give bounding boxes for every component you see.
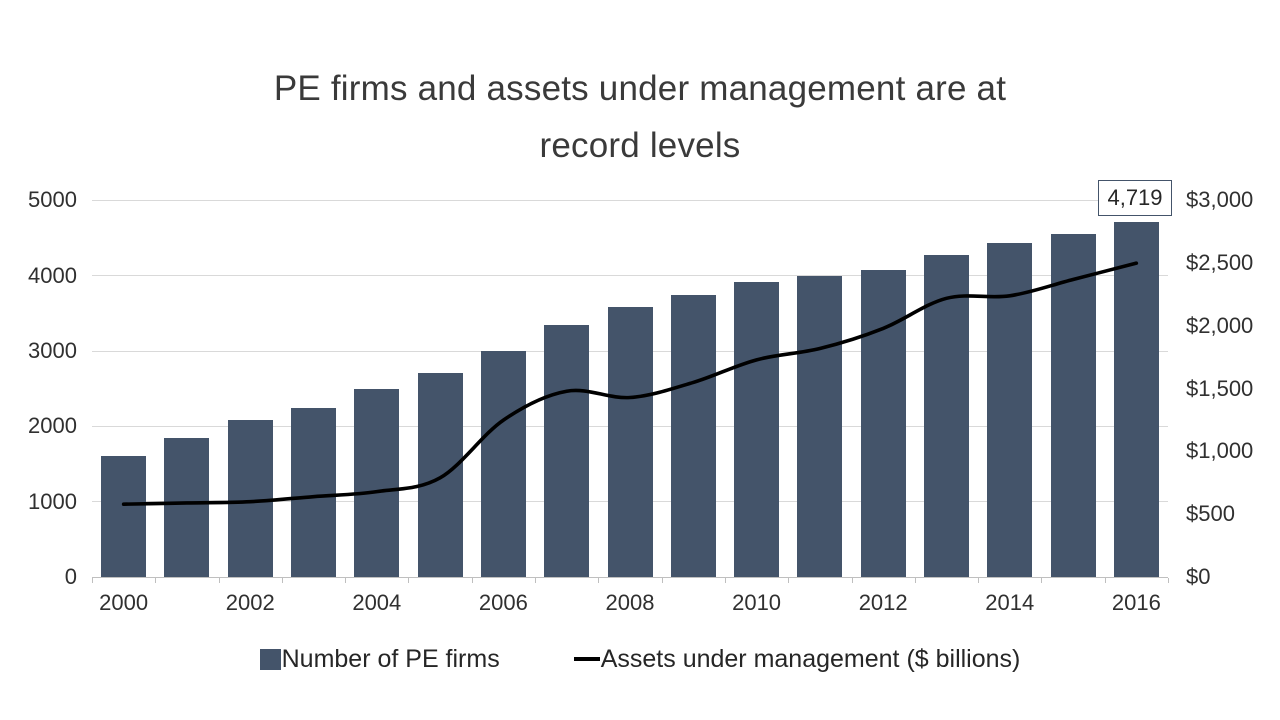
x-axis-tick [218, 578, 220, 583]
x-axis-tick [92, 578, 93, 583]
x-axis-tick [851, 578, 853, 583]
legend-label-aum: Assets under management ($ billions) [600, 644, 1021, 673]
y-axis-left-label-4000: 4000 [28, 262, 77, 288]
y-axis-right-label-1000: $1,000 [1186, 438, 1254, 464]
bar-2009 [670, 295, 716, 577]
x-axis-label-2010: 2010 [732, 590, 782, 615]
legend: Number of PE firms Assets under manageme… [0, 641, 1280, 677]
x-axis-line [92, 577, 1168, 578]
x-axis-tick [408, 578, 410, 583]
x-axis-tick [978, 578, 980, 583]
y-axis-left-label-1000: 1000 [28, 488, 77, 514]
y-axis-right-label-2000: $2,000 [1186, 312, 1254, 338]
x-axis-tick [535, 578, 537, 583]
legend-item-aum: Assets under management ($ billions) [573, 644, 1021, 674]
y-axis-left-label-2000: 2000 [28, 413, 77, 439]
x-axis-tick [281, 578, 283, 583]
chart-title-line1: PE firms and assets under management are… [273, 69, 1007, 108]
bar-2014 [987, 242, 1033, 577]
bar-2012 [860, 269, 906, 577]
x-axis-tick [788, 578, 790, 583]
x-axis-tick [724, 578, 726, 583]
gridline-5000 [92, 199, 1168, 201]
x-axis-tick [345, 578, 347, 583]
bar-2006 [480, 351, 526, 577]
data-label-text: 4,719 [1107, 185, 1163, 210]
bar-2008 [607, 307, 653, 577]
bar-2005 [417, 372, 463, 577]
x-axis-label-2004: 2004 [352, 590, 402, 615]
x-axis-tick [914, 578, 916, 583]
y-axis-right-label-2500: $2,500 [1186, 250, 1254, 276]
y-axis-right-label-0: $0 [1186, 564, 1211, 589]
x-axis-label-2014: 2014 [985, 590, 1035, 615]
y-axis-right-label-3000: $3,000 [1186, 187, 1254, 213]
bar-2001 [164, 437, 210, 577]
data-label-2016: 4,719 [1098, 180, 1172, 216]
x-axis-tick [598, 578, 600, 583]
bar-2016 [1113, 221, 1159, 577]
chart-title: PE firms and assets under management are… [0, 60, 1280, 174]
y-axis-left-label-0: 0 [64, 564, 77, 589]
legend-item-pe-firms: Number of PE firms [259, 644, 500, 674]
y-axis-right-label-500: $500 [1186, 501, 1235, 527]
bar-2015 [1050, 233, 1096, 577]
line-series-swatch-icon [573, 657, 600, 661]
x-axis-label-2008: 2008 [605, 590, 655, 615]
x-axis-label-2002: 2002 [225, 590, 275, 615]
x-axis-tick [1041, 578, 1043, 583]
bar-2000 [101, 455, 147, 577]
bar-2013 [923, 255, 969, 577]
bar-2007 [544, 325, 590, 577]
legend-label-pe-firms: Number of PE firms [281, 644, 500, 673]
bar-series-swatch-icon [259, 648, 281, 670]
bar-2004 [354, 389, 400, 577]
x-axis-tick [661, 578, 663, 583]
y-axis-left-label-5000: 5000 [28, 187, 77, 213]
x-axis-tick [1104, 578, 1106, 583]
x-axis-label-2006: 2006 [478, 590, 528, 615]
x-axis-label-2016: 2016 [1111, 590, 1161, 615]
x-axis-tick [1168, 578, 1169, 583]
bar-2002 [227, 419, 273, 577]
x-axis-tick [471, 578, 473, 583]
y-axis-right-label-1500: $1,500 [1186, 375, 1254, 401]
bar-2011 [797, 275, 843, 577]
bar-2003 [291, 407, 337, 577]
x-axis-tick [155, 578, 157, 583]
x-axis-label-2012: 2012 [858, 590, 908, 615]
y-axis-left-label-3000: 3000 [28, 338, 77, 364]
x-axis-label-2000: 2000 [99, 590, 149, 615]
bar-2010 [734, 282, 780, 577]
chart-title-line2: record levels [539, 126, 741, 165]
